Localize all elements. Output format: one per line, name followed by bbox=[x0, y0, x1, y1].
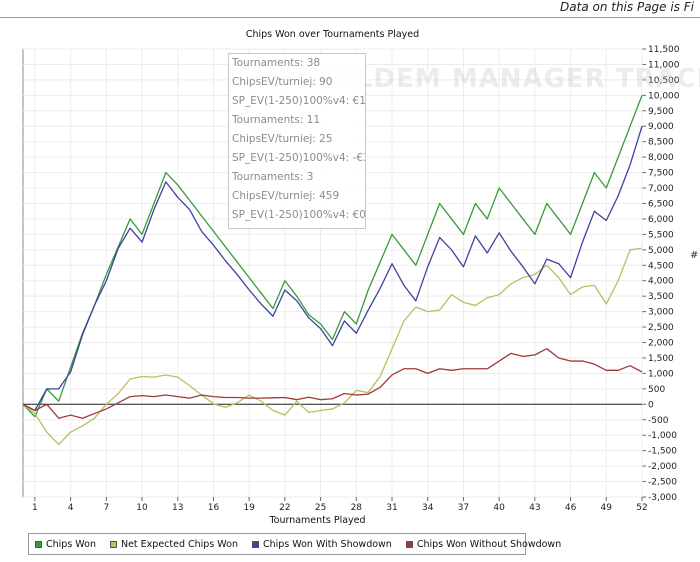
y-tick-label: 1,000 bbox=[648, 369, 674, 379]
y-tick-label: 6,500 bbox=[648, 199, 674, 209]
y-tick-label: 10,000 bbox=[648, 91, 680, 101]
y-tick-label: 3,500 bbox=[648, 292, 674, 302]
header-divider bbox=[0, 17, 700, 18]
legend-label: Net Expected Chips Won bbox=[120, 538, 238, 550]
y-tick-label: 5,500 bbox=[648, 230, 674, 240]
legend-label: Chips Won With Showdown bbox=[262, 538, 392, 550]
x-tick-label: 46 bbox=[565, 503, 577, 513]
y-tick-label: -1,000 bbox=[648, 431, 677, 441]
series-line-chips-won bbox=[22, 95, 643, 418]
x-tick-label: 28 bbox=[351, 503, 363, 513]
chart-title: Chips Won over Tournaments Played bbox=[246, 29, 419, 40]
tooltip-line: SP_EV(1-250)100%v4: €0.00 bbox=[232, 209, 366, 221]
y-tick-label: 5,000 bbox=[648, 246, 674, 256]
x-axis-label: Tournaments Played bbox=[268, 515, 365, 526]
x-tick-label: 52 bbox=[636, 503, 647, 513]
x-tick-label: 34 bbox=[422, 503, 434, 513]
y-tick-label: 11,500 bbox=[648, 45, 680, 55]
y-tick-label: 500 bbox=[648, 385, 665, 395]
y-tick-label: -2,000 bbox=[648, 462, 677, 472]
y-tick-label: 8,500 bbox=[648, 138, 674, 148]
page-note: Data on this Page is Fi bbox=[560, 0, 694, 14]
y-tick-label: 1,500 bbox=[648, 354, 674, 364]
x-tick-label: 19 bbox=[243, 503, 255, 513]
y-tick-label: -3,000 bbox=[648, 493, 677, 503]
y-tick-label: 10,500 bbox=[648, 76, 680, 86]
x-tick-label: 13 bbox=[172, 503, 183, 513]
tooltip-line: Tournaments: 38 bbox=[232, 57, 321, 69]
y-tick-label: 0 bbox=[648, 400, 654, 410]
legend-swatch bbox=[405, 540, 413, 548]
y-tick-label: 2,000 bbox=[648, 339, 674, 349]
y-tick-label: 4,000 bbox=[648, 277, 674, 287]
tooltip-line: SP_EV(1-250)100%v4: €175.03 bbox=[232, 95, 366, 107]
x-tick-label: 16 bbox=[208, 503, 220, 513]
legend-swatch bbox=[109, 540, 117, 548]
x-tick-label: 22 bbox=[279, 503, 290, 513]
y-tick-label: 8,000 bbox=[648, 153, 674, 163]
tooltip-line: Tournaments: 3 bbox=[232, 171, 314, 183]
legend-item: Chips Won Without Showdown bbox=[405, 538, 562, 550]
x-tick-label: 4 bbox=[68, 503, 74, 513]
axis-side-mark: # bbox=[690, 250, 699, 261]
legend-label: Chips Won Without Showdown bbox=[416, 538, 562, 550]
chart-tooltip: Tournaments: 38 ChipsEV/turniej: 90 SP_EV(… bbox=[228, 53, 366, 229]
x-tick-label: 25 bbox=[315, 503, 326, 513]
page-header-bar: Data on this Page is Fi bbox=[0, 0, 700, 18]
x-tick-label: 43 bbox=[529, 503, 540, 513]
series-line-net-expected-chips-won bbox=[22, 247, 643, 446]
y-tick-label: -1,500 bbox=[648, 447, 677, 457]
y-tick-label: -500 bbox=[648, 416, 669, 426]
chart-legend: Chips Won Net Expected Chips Won Chips Won… bbox=[28, 533, 561, 555]
x-tick-label: 31 bbox=[386, 503, 397, 513]
y-tick-label: 11,000 bbox=[648, 60, 680, 70]
y-tick-label: 9,000 bbox=[648, 122, 674, 132]
x-tick-label: 10 bbox=[136, 503, 148, 513]
legend-item: Chips Won With Showdown bbox=[251, 538, 392, 550]
tooltip-line: Tournaments: 11 bbox=[232, 114, 321, 126]
tooltip-line: ChipsEV/turniej: 25 bbox=[232, 133, 333, 145]
y-tick-label: 7,000 bbox=[648, 184, 674, 194]
tooltip-line: ChipsEV/turniej: 90 bbox=[232, 76, 333, 88]
tooltip-line: SP_EV(1-250)100%v4: -€30.08 bbox=[232, 152, 365, 164]
x-tick-label: 37 bbox=[458, 503, 469, 513]
series-line-chips-won-with-showdown bbox=[22, 126, 643, 412]
legend-label: Chips Won bbox=[46, 538, 96, 550]
x-tick-label: 40 bbox=[493, 503, 505, 513]
y-tick-label: 9,500 bbox=[648, 107, 674, 117]
y-tick-label: 3,000 bbox=[648, 308, 674, 318]
x-tick-label: 49 bbox=[601, 503, 613, 513]
y-tick-label: -2,500 bbox=[648, 478, 677, 488]
chart-area: -3,000 -2,500 -2,000 -1,500 -1,000 -500 0 500 1,… bbox=[22, 29, 680, 526]
tooltip-line: ChipsEV/turniej: 459 bbox=[232, 190, 340, 202]
y-tick-label: 2,500 bbox=[648, 323, 674, 333]
legend-item: Chips Won bbox=[35, 539, 96, 550]
legend-swatch bbox=[35, 540, 42, 548]
x-tick-label: 1 bbox=[32, 503, 38, 513]
legend-swatch bbox=[251, 540, 259, 548]
series-line-chips-won-without-showdown bbox=[22, 348, 643, 419]
y-tick-label: 7,500 bbox=[648, 169, 674, 179]
x-tick-label: 7 bbox=[103, 503, 109, 513]
y-tick-label: 4,500 bbox=[648, 261, 674, 271]
legend-item: Net Expected Chips Won bbox=[109, 538, 238, 550]
y-tick-label: 6,000 bbox=[648, 215, 674, 225]
